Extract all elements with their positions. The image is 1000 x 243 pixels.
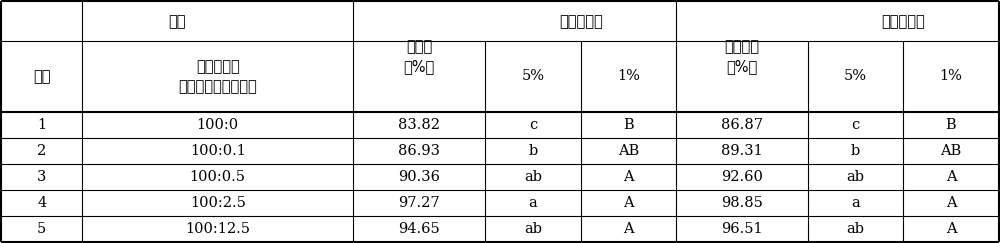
Text: A: A: [623, 196, 634, 210]
Text: 鲜重防效
（%）: 鲜重防效 （%）: [724, 39, 759, 74]
Text: A: A: [946, 170, 956, 184]
Text: ab: ab: [524, 170, 542, 184]
Text: 100:2.5: 100:2.5: [190, 196, 246, 210]
Text: A: A: [946, 222, 956, 236]
Text: 编号: 编号: [33, 69, 50, 84]
Text: A: A: [623, 170, 634, 184]
Text: 有效成分比
（草甘膦：烯效唑）: 有效成分比 （草甘膦：烯效唑）: [178, 59, 257, 94]
Text: 86.93: 86.93: [398, 144, 440, 158]
Text: ab: ab: [847, 222, 865, 236]
Text: 5%: 5%: [844, 69, 867, 83]
Text: b: b: [851, 144, 860, 158]
Text: ab: ab: [524, 222, 542, 236]
Text: 100:0.1: 100:0.1: [190, 144, 246, 158]
Text: 89.31: 89.31: [721, 144, 763, 158]
Text: 1%: 1%: [940, 69, 962, 83]
Text: A: A: [623, 222, 634, 236]
Text: A: A: [946, 196, 956, 210]
Text: AB: AB: [618, 144, 639, 158]
Text: a: a: [529, 196, 537, 210]
Text: 100:0.5: 100:0.5: [190, 170, 246, 184]
Text: 差异显著性: 差异显著性: [881, 14, 925, 29]
Text: 1%: 1%: [617, 69, 640, 83]
Text: 100:0: 100:0: [197, 118, 239, 132]
Text: 86.87: 86.87: [721, 118, 763, 132]
Text: 97.27: 97.27: [399, 196, 440, 210]
Text: 83.82: 83.82: [398, 118, 440, 132]
Text: 3: 3: [37, 170, 46, 184]
Text: 94.65: 94.65: [398, 222, 440, 236]
Text: 4: 4: [37, 196, 46, 210]
Text: B: B: [946, 118, 956, 132]
Text: c: c: [852, 118, 860, 132]
Text: 90.36: 90.36: [398, 170, 440, 184]
Text: 株防效
（%）: 株防效 （%）: [404, 39, 435, 74]
Text: 差异显著性: 差异显著性: [559, 14, 603, 29]
Text: B: B: [623, 118, 634, 132]
Text: 2: 2: [37, 144, 46, 158]
Text: 98.85: 98.85: [721, 196, 763, 210]
Text: c: c: [529, 118, 537, 132]
Text: b: b: [528, 144, 538, 158]
Text: a: a: [851, 196, 860, 210]
Text: 1: 1: [37, 118, 46, 132]
Text: ab: ab: [847, 170, 865, 184]
Text: 处理: 处理: [169, 14, 186, 29]
Text: AB: AB: [940, 144, 962, 158]
Text: 5: 5: [37, 222, 46, 236]
Text: 96.51: 96.51: [721, 222, 763, 236]
Text: 5%: 5%: [521, 69, 544, 83]
Text: 92.60: 92.60: [721, 170, 763, 184]
Text: 100:12.5: 100:12.5: [185, 222, 250, 236]
